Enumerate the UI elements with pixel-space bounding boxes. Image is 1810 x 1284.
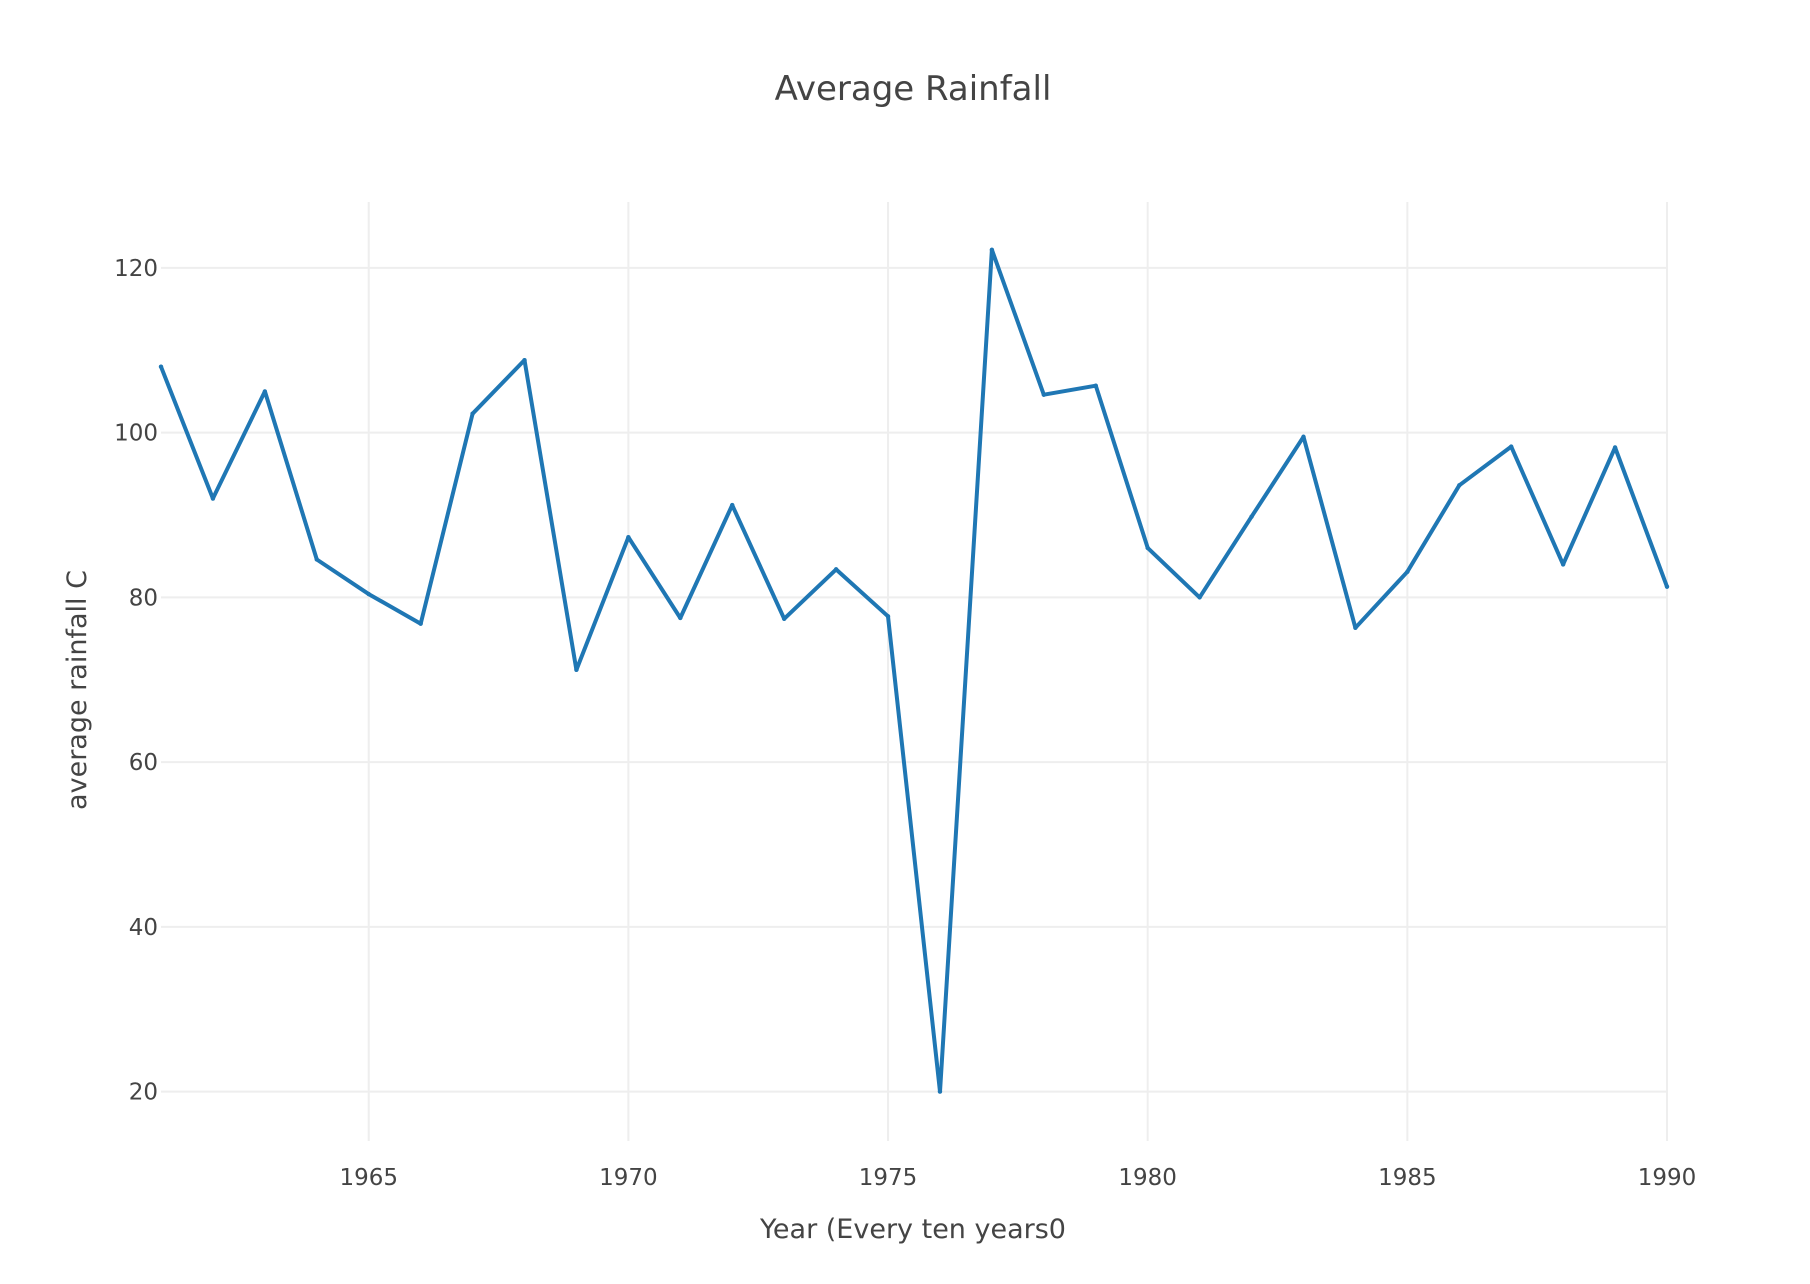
- chart-title: Average Rainfall: [775, 69, 1052, 109]
- data-point: [730, 502, 735, 508]
- data-point: [1249, 514, 1254, 519]
- data-point: [1509, 444, 1514, 449]
- y-axis-ticks: 20 40 60 80 100 120: [114, 256, 158, 1106]
- data-point: [833, 567, 839, 572]
- data-point: [989, 247, 995, 252]
- data-point: [418, 621, 423, 626]
- data-point: [1457, 483, 1462, 488]
- y-tick-label: 60: [129, 750, 158, 776]
- data-point: [1612, 445, 1618, 450]
- data-point: [781, 616, 787, 621]
- data-point: [158, 364, 164, 369]
- data-point: [366, 591, 371, 597]
- data-point: [1560, 562, 1566, 567]
- x-tick-label: 1985: [1378, 1165, 1437, 1191]
- data-point: [885, 614, 891, 619]
- data-point: [574, 667, 579, 673]
- y-axis-title: average rainfall C: [62, 570, 93, 810]
- data-point: [210, 496, 216, 501]
- y-tick-label: 20: [129, 1080, 158, 1106]
- data-point: [262, 389, 268, 394]
- data-point: [1041, 392, 1047, 397]
- x-tick-label: 1965: [339, 1165, 398, 1191]
- x-axis-ticks: 1965 1970 1975 1980 1985 1990: [339, 1165, 1696, 1191]
- series-group: [158, 247, 1670, 1094]
- data-point: [314, 557, 319, 562]
- y-gridlines: [161, 266, 1667, 1093]
- y-tick-label: 120: [114, 256, 158, 282]
- y-tick-label: 100: [114, 421, 158, 447]
- data-point: [626, 535, 631, 540]
- data-point: [1405, 569, 1410, 575]
- rainfall-line: [159, 247, 1669, 1094]
- x-tick-label: 1990: [1638, 1165, 1697, 1191]
- data-point: [1145, 545, 1150, 551]
- data-point: [937, 1089, 943, 1094]
- data-point: [1093, 383, 1098, 388]
- data-point: [1353, 625, 1358, 631]
- data-point: [678, 615, 683, 621]
- x-tick-label: 1975: [859, 1165, 918, 1191]
- x-tick-label: 1970: [599, 1165, 658, 1191]
- data-point: [470, 411, 475, 416]
- y-tick-label: 80: [129, 585, 158, 611]
- x-gridlines: [367, 202, 1668, 1141]
- x-tick-label: 1980: [1118, 1165, 1177, 1191]
- data-point: [1664, 584, 1670, 589]
- data-point: [1301, 434, 1306, 439]
- x-axis-title: Year (Every ten years0: [759, 1214, 1066, 1245]
- data-point: [522, 357, 527, 363]
- data-point: [1197, 595, 1202, 600]
- y-tick-label: 40: [129, 915, 158, 941]
